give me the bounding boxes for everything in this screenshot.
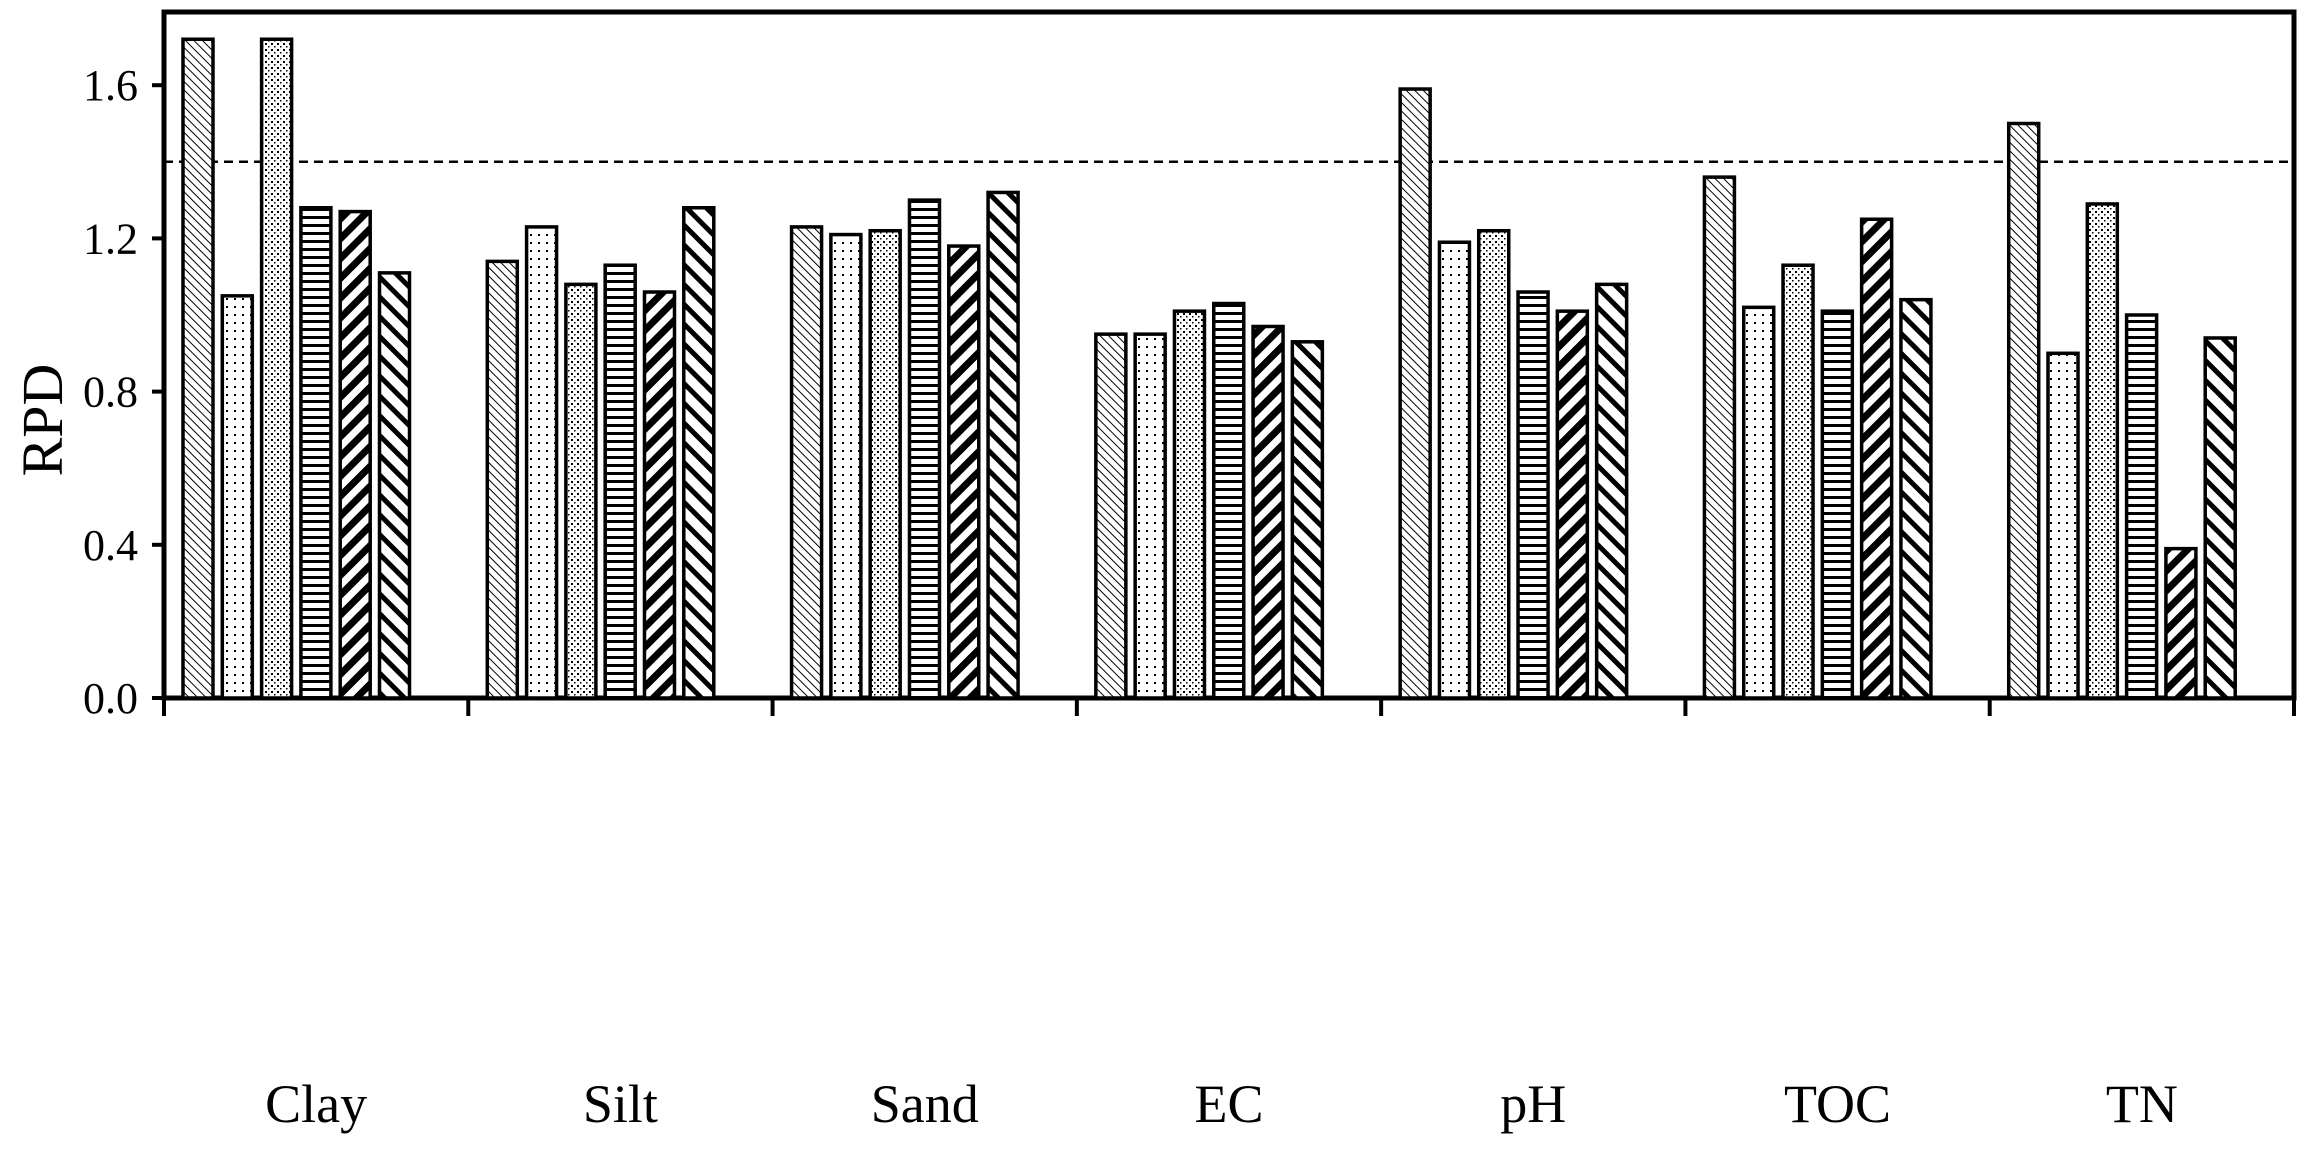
- bar-clay-series-1: [181, 37, 215, 700]
- x-tick-label-ph: pH: [1500, 1074, 1566, 1134]
- bar-clay-series-3: [259, 37, 294, 700]
- bar-ec-series-6: [1290, 340, 1325, 700]
- x-tick-label-tn: TN: [2106, 1074, 2178, 1134]
- x-tick-label-silt: Silt: [583, 1074, 658, 1134]
- bar-clay-series-6: [377, 271, 412, 700]
- bar-ph-series-6: [1594, 282, 1629, 700]
- bar-ph-series-3: [1476, 228, 1511, 700]
- bar-ph-series-1: [1398, 87, 1432, 700]
- bar-tn-series-3: [2085, 202, 2120, 700]
- x-tick-label-toc: TOC: [1784, 1074, 1891, 1134]
- bar-toc-series-3: [1781, 263, 1815, 700]
- bar-toc-series-4: [1820, 309, 1855, 700]
- bar-silt-series-2: [524, 225, 559, 700]
- bar-sand-series-2: [829, 232, 863, 700]
- x-tick-label-sand: Sand: [871, 1074, 979, 1134]
- bar-sand-series-6: [986, 190, 1020, 700]
- bar-sand-series-1: [789, 225, 824, 700]
- bar-ec-series-2: [1133, 332, 1167, 700]
- bar-ec-series-4: [1212, 301, 1246, 700]
- bar-toc-series-6: [1899, 297, 1933, 700]
- bar-clay-series-4: [299, 206, 333, 700]
- x-tick-label-clay: Clay: [265, 1074, 367, 1134]
- bar-silt-series-1: [485, 259, 520, 700]
- bar-ec-series-1: [1094, 332, 1128, 700]
- y-tick-label: 0.8: [83, 368, 138, 417]
- bar-silt-series-5: [642, 290, 677, 700]
- bar-tn-series-6: [2203, 336, 2237, 700]
- bar-toc-series-2: [1741, 305, 1776, 700]
- y-tick-label: 0.4: [83, 521, 138, 570]
- bar-ph-series-5: [1555, 309, 1590, 700]
- bar-ph-series-4: [1516, 290, 1550, 700]
- bar-clay-series-5: [338, 209, 372, 700]
- bar-toc-series-1: [1702, 175, 1737, 700]
- x-tick-label-ec: EC: [1194, 1074, 1263, 1134]
- y-tick-label: 1.6: [83, 61, 138, 110]
- bar-sand-series-3: [868, 228, 902, 700]
- bar-sand-series-4: [907, 198, 942, 700]
- bar-sand-series-5: [947, 244, 981, 700]
- y-tick-label: 0.0: [83, 674, 138, 723]
- bar-ec-series-3: [1172, 309, 1207, 700]
- bar-silt-series-4: [603, 263, 637, 700]
- bar-silt-series-6: [682, 206, 716, 700]
- y-axis-label: RPD: [10, 364, 75, 477]
- bar-toc-series-5: [1859, 217, 1894, 700]
- bar-tn-series-2: [2046, 351, 2080, 700]
- bar-silt-series-3: [564, 282, 598, 700]
- bar-ph-series-2: [1437, 240, 1472, 700]
- y-tick-label: 1.2: [83, 214, 138, 263]
- bar-ec-series-5: [1251, 324, 1285, 700]
- bar-clay-series-2: [220, 294, 255, 700]
- bar-tn-series-5: [2164, 546, 2198, 700]
- bar-tn-series-4: [2124, 313, 2159, 700]
- bar-tn-series-1: [2006, 121, 2041, 700]
